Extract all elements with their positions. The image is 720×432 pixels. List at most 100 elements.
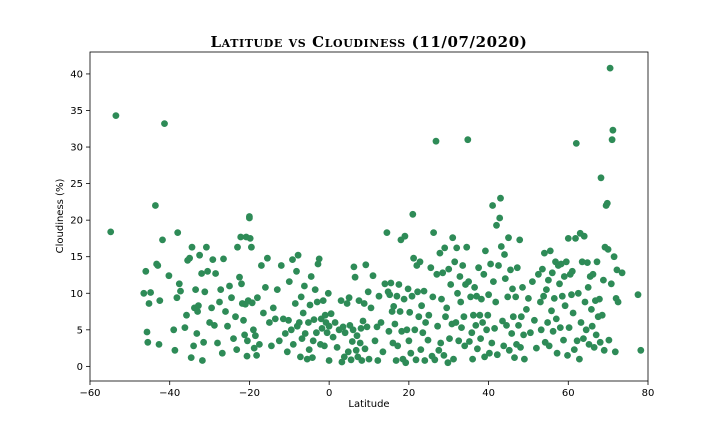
data-point [503,322,510,329]
data-point [606,64,614,72]
data-point [500,342,508,350]
data-point [268,342,275,350]
data-points [107,64,645,367]
data-point [557,260,565,268]
data-point [564,235,572,242]
data-point [387,279,395,287]
data-point [558,292,566,300]
data-point [396,308,404,315]
data-point [365,355,373,363]
data-point [343,300,351,307]
data-point [513,264,521,272]
data-point [439,269,447,277]
data-point [112,112,120,119]
data-point [357,325,365,332]
data-point [447,281,455,288]
data-point [420,287,428,295]
data-point [386,291,394,299]
data-point [552,315,560,323]
data-point [325,357,333,364]
data-point [568,291,575,299]
data-point [433,270,441,278]
data-point [307,273,315,280]
data-point [486,349,493,357]
data-point [469,355,476,363]
data-point [422,319,429,326]
data-point [401,232,409,240]
data-point [199,357,206,364]
data-point [228,294,235,302]
data-point [244,337,251,345]
data-point [564,352,571,359]
data-point [230,335,237,342]
data-point [605,336,613,344]
data-point [463,243,471,251]
x-tick-label: −60 [79,388,100,399]
data-point [418,302,425,310]
data-point [190,342,198,350]
data-point [305,346,313,353]
data-point [637,346,645,354]
data-point [200,338,208,346]
data-point [142,267,150,275]
data-point [321,342,328,350]
data-point [289,256,296,263]
data-point [432,137,440,145]
data-point [434,322,441,330]
data-point [369,272,377,280]
data-point [584,284,592,291]
data-point [196,251,204,259]
data-point [483,326,490,334]
x-tick-label: 20 [402,388,415,399]
data-point [560,273,568,280]
data-point [186,254,194,262]
data-point [576,355,583,363]
data-point [305,319,312,326]
data-point [297,293,305,301]
data-point [273,286,281,293]
data-point [236,273,243,281]
data-point [545,342,553,350]
data-point [417,346,425,353]
data-point [333,344,341,351]
data-point [367,304,375,312]
data-point [246,235,254,242]
data-point [398,327,406,335]
data-point [604,246,612,253]
data-point [455,337,463,345]
data-point [450,355,457,363]
data-point [600,346,608,354]
data-point [535,270,542,278]
y-axis-label: Cloudiness (%) [55,179,66,254]
data-point [596,338,604,346]
data-point [314,260,322,268]
data-point [375,292,383,300]
data-point [309,337,317,345]
data-point [171,346,179,354]
chart-title: Latitude vs Cloudiness (11/07/2020) [211,33,528,51]
data-point [143,328,151,336]
data-point [457,298,465,306]
data-point [611,348,619,356]
data-point [294,251,302,259]
data-point [582,326,590,334]
data-point [222,308,229,315]
data-point [341,329,349,337]
data-point [315,255,323,263]
data-point [405,337,413,345]
data-point [309,354,316,361]
data-point [529,278,536,285]
data-point [349,326,357,334]
data-point [392,357,400,364]
data-point [187,354,195,361]
data-point [181,324,189,331]
data-point [497,243,505,250]
data-point [508,330,516,337]
data-point [258,262,265,269]
data-point [394,342,402,350]
data-point [216,298,223,306]
data-point [472,322,480,329]
data-point [493,221,500,229]
data-point [523,306,530,313]
data-point [544,319,551,326]
